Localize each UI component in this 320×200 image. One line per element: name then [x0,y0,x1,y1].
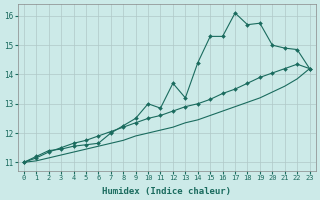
X-axis label: Humidex (Indice chaleur): Humidex (Indice chaleur) [102,187,231,196]
